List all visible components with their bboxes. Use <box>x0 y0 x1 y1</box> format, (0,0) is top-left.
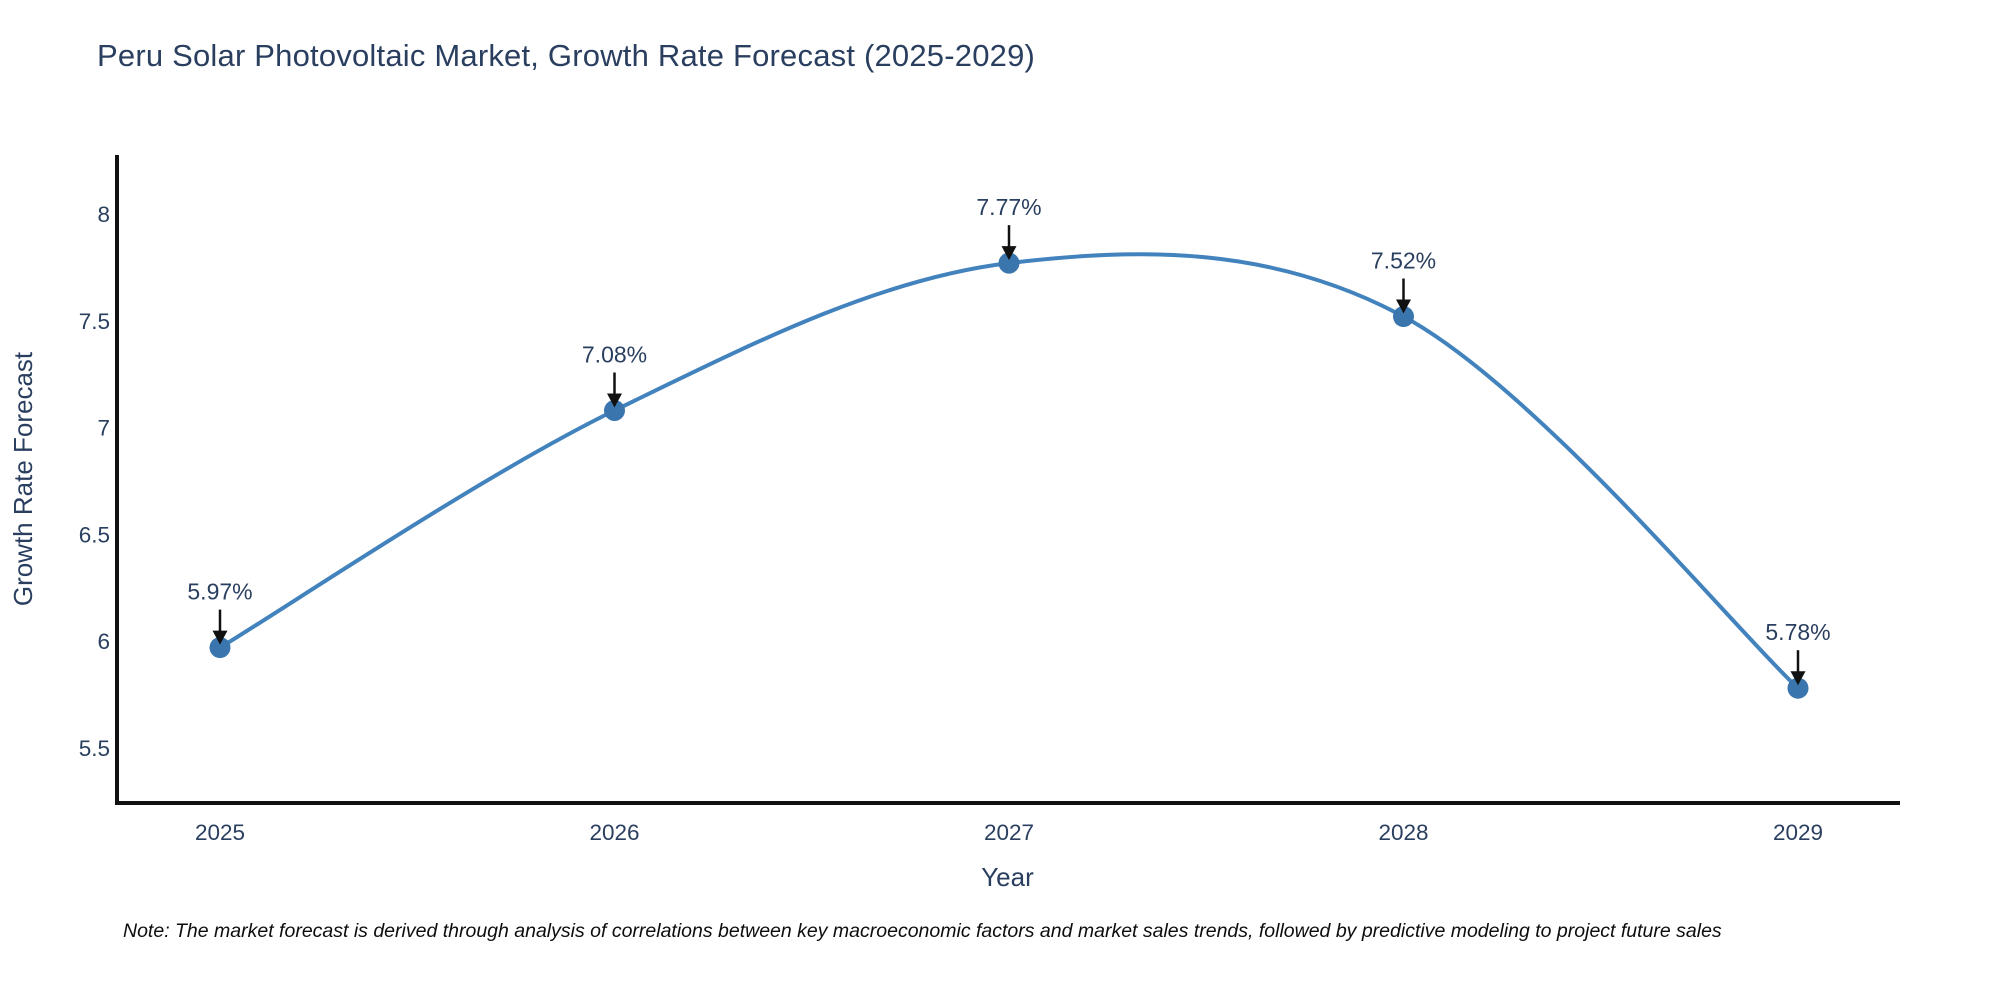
trend-line <box>218 252 1800 691</box>
annotation-arrowhead-icon <box>1790 671 1806 686</box>
x-tick-label: 2026 <box>589 820 639 845</box>
point-annotation-label: 7.08% <box>582 342 647 368</box>
point-annotation-label: 5.97% <box>187 579 252 605</box>
y-tick-label: 6 <box>97 629 110 654</box>
x-tick-label: 2029 <box>1773 820 1823 845</box>
y-tick-label: 6.5 <box>79 522 110 547</box>
point-annotation-label: 7.52% <box>1371 248 1436 274</box>
x-axis-title: Year <box>981 862 1034 892</box>
x-tick-label: 2025 <box>195 820 245 845</box>
data-point[interactable] <box>998 252 1020 274</box>
x-tick-label: 2028 <box>1378 820 1428 845</box>
data-point[interactable] <box>209 637 231 659</box>
y-tick-label: 7 <box>97 416 110 441</box>
data-point[interactable] <box>1787 677 1809 699</box>
annotation-arrowhead-icon <box>1396 299 1411 314</box>
point-annotation-label: 7.77% <box>976 194 1041 220</box>
footnote: Note: The market forecast is derived thr… <box>123 920 1722 942</box>
annotation-arrowhead-icon <box>607 393 622 408</box>
point-annotation-label: 5.78% <box>1765 619 1830 645</box>
annotation-arrowhead-icon <box>1001 246 1017 261</box>
y-tick-label: 7.5 <box>79 309 110 334</box>
x-tick-label: 2027 <box>984 820 1034 845</box>
chart-title: Peru Solar Photovoltaic Market, Growth R… <box>97 38 1036 73</box>
y-tick-label: 8 <box>97 202 110 227</box>
y-tick-label: 5.5 <box>79 736 110 761</box>
y-axis-title: Growth Rate Forecast <box>8 351 38 606</box>
data-point[interactable] <box>604 400 625 422</box>
annotation-arrowhead-icon <box>212 630 228 645</box>
data-point[interactable] <box>1393 306 1414 328</box>
